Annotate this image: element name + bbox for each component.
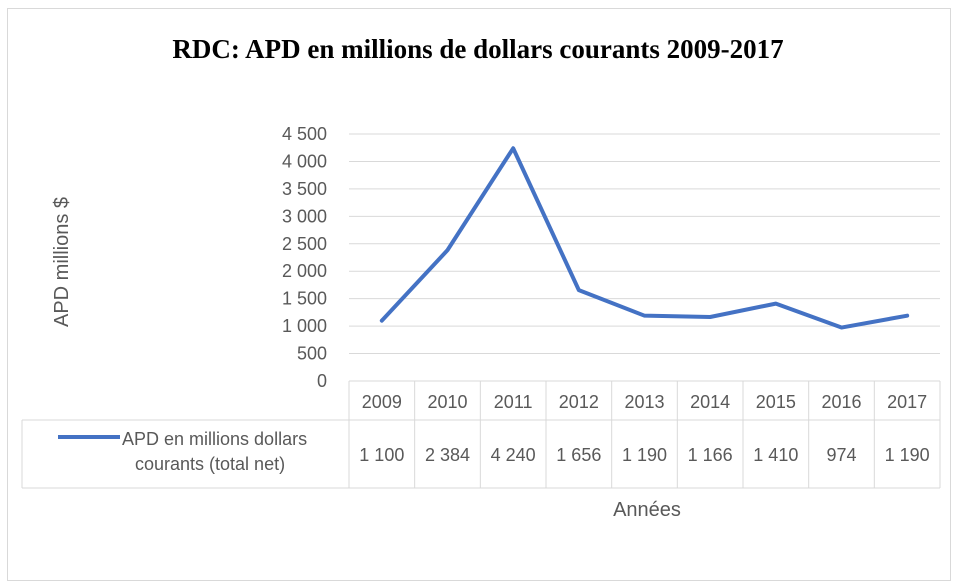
x-tick-label: 2014 <box>690 392 730 412</box>
x-tick-label: 2015 <box>756 392 796 412</box>
series-line <box>379 146 910 330</box>
x-tick-label: 2010 <box>427 392 467 412</box>
x-tick-label: 2017 <box>887 392 927 412</box>
y-tick-label: 3 000 <box>282 206 327 226</box>
y-tick-label: 500 <box>297 344 327 364</box>
x-tick-label: 2013 <box>624 392 664 412</box>
gridlines <box>349 133 940 355</box>
data-value-label: 1 166 <box>688 445 733 465</box>
chart-title: RDC: APD en millions de dollars courants… <box>172 34 784 64</box>
x-tick-label: 2009 <box>362 392 402 412</box>
data-value-label: 1 190 <box>885 445 930 465</box>
y-axis-label: APD millions $ <box>51 197 73 327</box>
x-tick-label: 2016 <box>821 392 861 412</box>
y-tick-label: 2 500 <box>282 234 327 254</box>
y-tick-label: 3 500 <box>282 179 327 199</box>
y-tick-labels: 0 500 1 000 1 500 2 000 2 500 3 000 3 500 4 000 4… <box>282 124 327 391</box>
y-tick-label: 1 000 <box>282 316 327 336</box>
chart-frame <box>7 8 951 581</box>
data-value-label: 1 190 <box>622 445 667 465</box>
legend-label: APD en millions dollars <box>122 429 307 449</box>
y-tick-label: 1 500 <box>282 289 327 309</box>
data-value-label: 2 384 <box>425 445 470 465</box>
legend-label: courants (total net) <box>135 454 285 474</box>
y-tick-label: 4 500 <box>282 124 327 144</box>
data-value-label: 1 410 <box>753 445 798 465</box>
y-tick-label: 0 <box>317 371 327 391</box>
data-value-label: 974 <box>826 445 856 465</box>
x-axis-label: Années <box>613 499 681 521</box>
y-tick-label: 4 000 <box>282 151 327 171</box>
data-value-label: 1 100 <box>359 445 404 465</box>
x-tick-label: 2011 <box>494 392 533 412</box>
data-value-label: 1 656 <box>556 445 601 465</box>
x-tick-label: 2012 <box>559 392 599 412</box>
y-tick-label: 2 000 <box>282 261 327 281</box>
series-line-path <box>379 146 910 330</box>
data-table: 2009 2010 2011 2012 2013 2014 2015 2016 2017 1 10… <box>21 380 941 489</box>
data-value-label: 4 240 <box>491 445 536 465</box>
